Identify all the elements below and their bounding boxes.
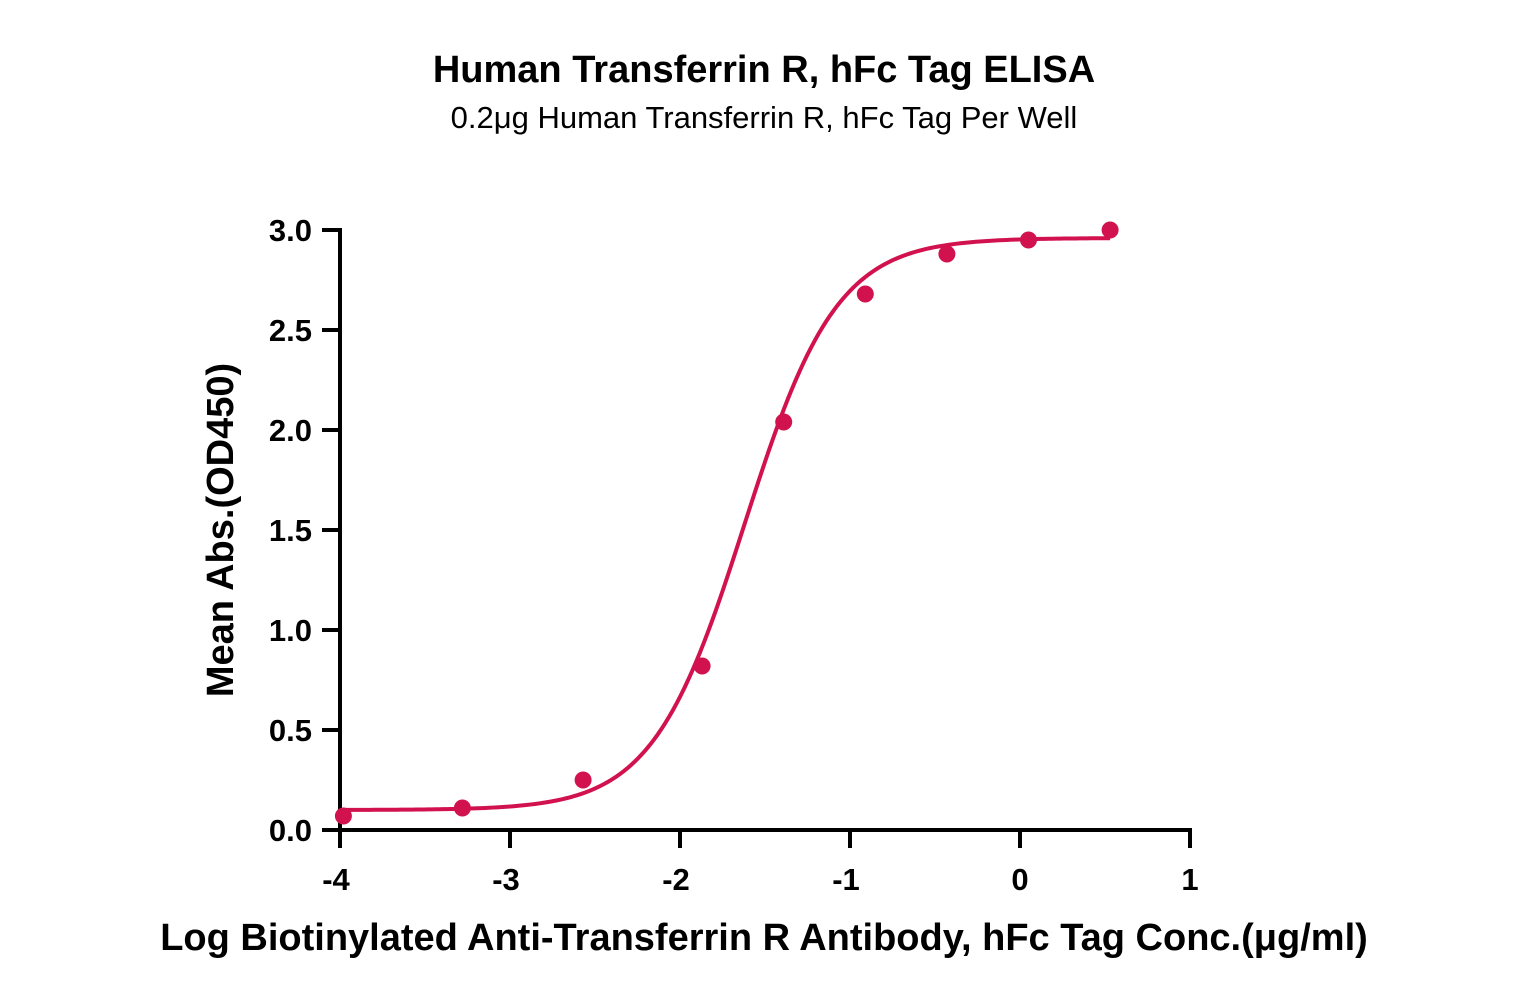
data-points bbox=[334, 221, 1119, 825]
y-tick-label: 0.5 bbox=[269, 713, 312, 748]
y-tick-label: 3.0 bbox=[269, 213, 312, 248]
fit-curve bbox=[343, 236, 1111, 812]
x-tick-label: -2 bbox=[662, 862, 690, 897]
x-tick-label: -3 bbox=[492, 862, 520, 897]
y-tick-label: 0.0 bbox=[269, 813, 312, 848]
x-tick-label: -1 bbox=[832, 862, 860, 897]
data-point bbox=[453, 799, 471, 817]
axes bbox=[338, 228, 1192, 832]
y-ticks: 0.0 0.5 1.0 1.5 2.0 2.5 3.0 bbox=[269, 213, 340, 848]
y-axis-label: Mean Abs.(OD450) bbox=[200, 363, 242, 697]
chart-title: Human Transferrin R, hFc Tag ELISA bbox=[433, 49, 1095, 91]
data-point bbox=[334, 807, 352, 825]
data-point bbox=[938, 245, 956, 263]
data-point bbox=[775, 413, 793, 431]
y-tick-label: 1.0 bbox=[269, 613, 312, 648]
y-tick-label: 2.0 bbox=[269, 413, 312, 448]
data-point bbox=[693, 657, 711, 675]
x-axis-label: Log Biotinylated Anti-Transferrin R Anti… bbox=[160, 917, 1368, 959]
x-tick-label: 1 bbox=[1181, 862, 1198, 897]
data-point bbox=[856, 285, 874, 303]
x-tick-label: 0 bbox=[1011, 862, 1028, 897]
x-tick-label: -4 bbox=[322, 862, 350, 897]
data-point bbox=[1101, 221, 1119, 239]
data-point bbox=[1020, 231, 1037, 249]
data-point bbox=[574, 771, 592, 789]
y-tick-label: 1.5 bbox=[269, 513, 312, 548]
y-tick-label: 2.5 bbox=[269, 313, 312, 348]
chart-subtitle: 0.2μg Human Transferrin R, hFc Tag Per W… bbox=[451, 100, 1078, 135]
x-ticks: -4 -3 -2 -1 0 1 bbox=[322, 830, 1199, 897]
